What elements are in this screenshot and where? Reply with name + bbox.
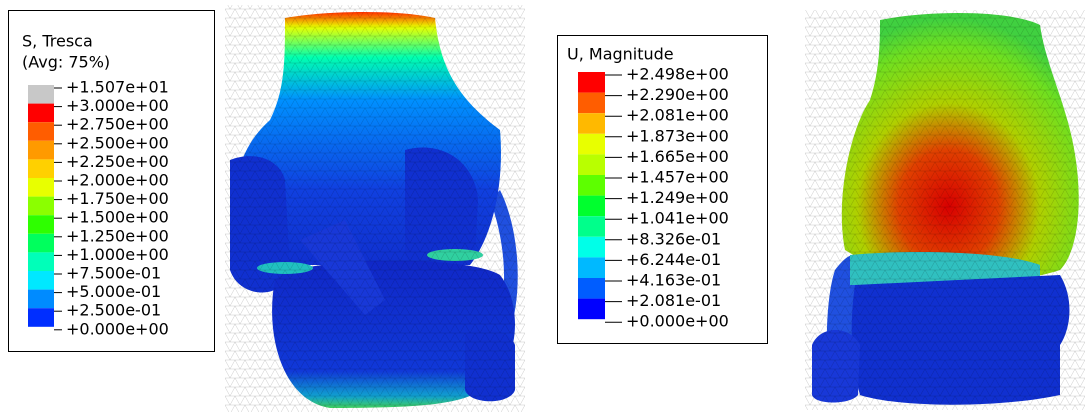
color-band [28, 197, 54, 216]
legend-label: +8.326e-01 [626, 229, 721, 248]
legend-label: +2.750e+00 [66, 115, 169, 134]
color-band [578, 154, 605, 175]
color-band [28, 178, 54, 197]
legend-label: +1.507e+01 [66, 78, 169, 97]
color-band [578, 113, 605, 134]
legend-label: +2.500e-01 [66, 301, 161, 320]
legend-title: S, Tresca [22, 32, 93, 51]
legend-label: +1.000e+00 [66, 245, 169, 264]
color-band [578, 216, 605, 237]
legend-label: +2.498e+00 [626, 65, 729, 84]
color-band [578, 299, 605, 320]
legend-label: +1.249e+00 [626, 188, 729, 207]
legend-label: +1.500e+00 [66, 208, 169, 227]
legend-label: +2.081e-01 [626, 291, 721, 310]
legend-label: +2.250e+00 [66, 152, 169, 171]
color-band [578, 72, 605, 93]
legend-label: +1.457e+00 [626, 168, 729, 187]
knee-model-right [805, 10, 1085, 410]
color-band [578, 196, 605, 217]
color-band [578, 257, 605, 278]
legend-label: +7.500e-01 [66, 264, 161, 283]
color-band [578, 237, 605, 258]
color-band [28, 215, 54, 234]
legend-label: +6.244e-01 [626, 250, 721, 269]
color-band [28, 85, 54, 104]
legend-label: +2.000e+00 [66, 171, 169, 190]
legend-label: +1.873e+00 [626, 126, 729, 145]
color-band [28, 159, 54, 178]
color-band [28, 141, 54, 160]
color-band [578, 175, 605, 196]
legend-label: +2.290e+00 [626, 85, 729, 104]
legend-label: +1.750e+00 [66, 189, 169, 208]
legend-label: +5.000e-01 [66, 282, 161, 301]
color-band [28, 271, 54, 290]
color-band [28, 104, 54, 123]
legend-label: +4.163e-01 [626, 271, 721, 290]
color-band [28, 122, 54, 141]
color-band [28, 290, 54, 309]
legend-label: +1.041e+00 [626, 209, 729, 228]
legend-title: (Avg: 75%) [22, 53, 110, 72]
color-band [578, 134, 605, 155]
legend-label: +1.250e+00 [66, 226, 169, 245]
color-band [578, 93, 605, 114]
legend-label: +2.500e+00 [66, 133, 169, 152]
color-band [28, 234, 54, 253]
legend-label: +3.000e+00 [66, 96, 169, 115]
page: S, Tresca(Avg: 75%)+1.507e+01+3.000e+00+… [0, 0, 1089, 412]
figure: S, Tresca(Avg: 75%)+1.507e+01+3.000e+00+… [0, 0, 1089, 412]
legend-label: +0.000e+00 [66, 319, 169, 338]
legend-label: +1.665e+00 [626, 147, 729, 166]
color-band [28, 308, 54, 327]
legend-label: +0.000e+00 [626, 312, 729, 331]
color-band [578, 278, 605, 299]
color-band [28, 252, 54, 271]
legend-title: U, Magnitude [567, 45, 674, 64]
knee-model-left [225, 5, 525, 412]
legend-label: +2.081e+00 [626, 106, 729, 125]
